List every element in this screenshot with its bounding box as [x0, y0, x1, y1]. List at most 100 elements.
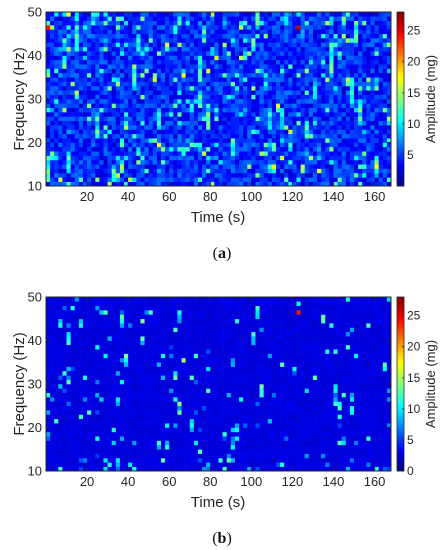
heatmap-cell	[128, 436, 133, 441]
heatmap-cell	[173, 33, 178, 39]
heatmap-cell	[136, 466, 141, 472]
heatmap-cell	[144, 462, 149, 467]
heatmap-cell	[161, 12, 166, 17]
heatmap-cell	[103, 94, 108, 100]
heatmap-cell	[280, 46, 285, 52]
heatmap-cell	[111, 353, 117, 359]
heatmap-cell	[156, 336, 162, 341]
heatmap-cell	[169, 418, 174, 424]
heatmap-cell	[50, 94, 55, 100]
heatmap-cell	[50, 16, 55, 21]
heatmap-cell	[91, 370, 96, 376]
heatmap-cell	[70, 42, 76, 48]
colorbar-swatch	[397, 99, 404, 103]
heatmap-cell	[349, 107, 355, 113]
heatmap-cell	[230, 142, 236, 148]
heatmap-cell	[70, 379, 76, 385]
heatmap-cell	[337, 125, 343, 130]
heatmap-cell	[144, 314, 149, 320]
heatmap-cell	[362, 59, 367, 65]
heatmap-cell	[103, 457, 108, 463]
heatmap-cell	[276, 107, 281, 113]
heatmap-cell	[128, 305, 133, 311]
heatmap-cell	[226, 16, 232, 21]
heatmap-cell	[382, 81, 388, 87]
heatmap-cell	[91, 444, 96, 450]
heatmap-cell	[124, 159, 129, 165]
heatmap-cell	[193, 397, 199, 402]
heatmap-cell	[181, 64, 186, 69]
heatmap-cell	[189, 305, 195, 311]
heatmap-cell	[78, 81, 84, 87]
heatmap-cell	[58, 90, 63, 95]
x-tick-label: 60	[162, 189, 176, 204]
heatmap-cell	[243, 12, 248, 17]
heatmap-cell	[251, 172, 256, 178]
heatmap-cell	[140, 444, 145, 450]
heatmap-cell	[271, 94, 277, 100]
heatmap-cell	[78, 138, 84, 143]
heatmap-cell	[169, 449, 174, 454]
heatmap-cell	[366, 181, 371, 187]
heatmap-cell	[255, 177, 260, 182]
heatmap-cell	[230, 90, 236, 95]
heatmap-cell	[58, 462, 63, 467]
heatmap-cell	[173, 331, 178, 337]
heatmap-cell	[325, 159, 330, 165]
heatmap-cell	[169, 349, 174, 354]
heatmap-cell	[386, 151, 392, 156]
heatmap-cell	[259, 68, 264, 74]
heatmap-cell	[156, 392, 162, 398]
heatmap-cell	[193, 125, 199, 130]
heatmap-cell	[251, 168, 256, 174]
heatmap-cell	[103, 423, 108, 428]
heatmap-cell	[103, 405, 108, 411]
heatmap-cell	[169, 318, 174, 324]
heatmap-cell	[46, 310, 51, 315]
heatmap-cell	[185, 457, 191, 463]
heatmap-cell	[312, 142, 318, 148]
heatmap-cell	[197, 133, 203, 139]
heatmap-cell	[169, 133, 174, 139]
heatmap-cell	[189, 20, 195, 26]
heatmap-cell	[103, 107, 108, 113]
heatmap-cell	[366, 116, 371, 122]
heatmap-cell	[202, 146, 207, 152]
heatmap-cell	[189, 349, 195, 354]
heatmap-cell	[341, 146, 347, 152]
heatmap-cell	[243, 151, 248, 156]
heatmap-cell	[169, 462, 174, 467]
heatmap-cell	[165, 462, 170, 467]
heatmap-cell	[185, 116, 191, 122]
heatmap-cell	[358, 68, 363, 74]
heatmap-cell	[148, 336, 154, 341]
heatmap-cell	[54, 125, 59, 130]
heatmap-cell	[54, 12, 59, 17]
heatmap-cell	[177, 129, 182, 135]
heatmap-cell	[144, 168, 149, 174]
heatmap-cell	[50, 20, 55, 26]
heatmap-cell	[161, 353, 166, 359]
heatmap-cell	[181, 423, 186, 428]
heatmap-cell	[82, 125, 88, 130]
heatmap-cell	[111, 344, 117, 350]
heatmap-cell	[152, 379, 158, 385]
heatmap-cell	[111, 362, 117, 367]
heatmap-cell	[54, 168, 59, 174]
heatmap-cell	[362, 181, 367, 187]
heatmap-cell	[312, 172, 318, 178]
heatmap-cell	[255, 38, 260, 43]
heatmap-cell	[214, 33, 219, 39]
heatmap-cell	[284, 16, 289, 21]
heatmap-cell	[50, 362, 55, 367]
heatmap-cell	[345, 42, 351, 48]
heatmap-cell	[189, 29, 195, 35]
heatmap-cell	[156, 349, 162, 354]
heatmap-cell	[210, 29, 215, 35]
heatmap-cell	[243, 168, 248, 174]
heatmap-cell	[226, 177, 232, 182]
heatmap-cell	[300, 55, 306, 61]
heatmap-cell	[263, 159, 269, 165]
heatmap-cell	[300, 142, 306, 148]
heatmap-cell	[62, 94, 67, 100]
